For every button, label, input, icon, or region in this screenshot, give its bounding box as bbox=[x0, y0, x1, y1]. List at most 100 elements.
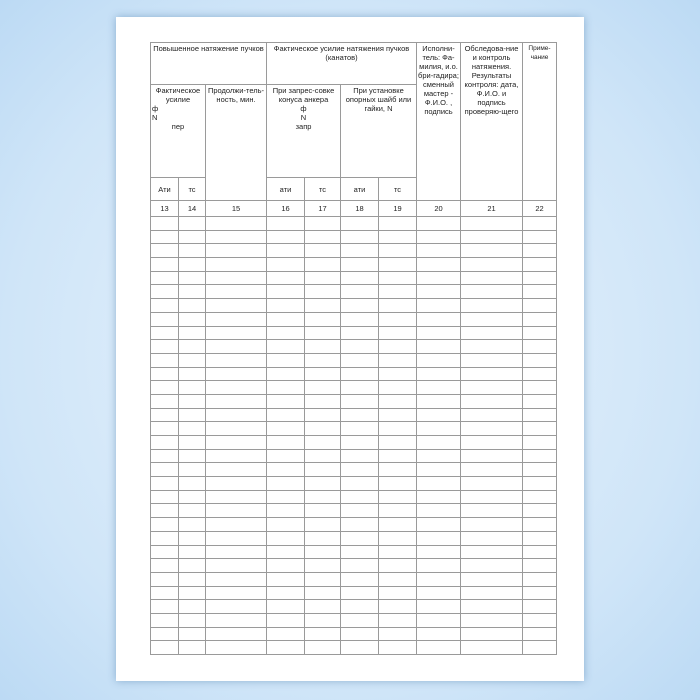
empty-cell bbox=[522, 352, 557, 368]
empty-cell bbox=[340, 270, 379, 286]
empty-cell bbox=[378, 229, 417, 245]
empty-cell bbox=[416, 421, 461, 436]
empty-cell bbox=[522, 476, 557, 491]
empty-cell bbox=[178, 421, 206, 436]
empty-cell bbox=[416, 462, 461, 478]
empty-cell bbox=[522, 421, 557, 436]
empty-cell bbox=[178, 339, 206, 354]
table-row bbox=[150, 476, 557, 491]
empty-cell bbox=[150, 448, 179, 464]
empty-cell bbox=[340, 229, 379, 245]
empty-cell bbox=[416, 435, 461, 450]
empty-cell bbox=[205, 216, 267, 231]
empty-cell bbox=[178, 380, 206, 395]
empty-cell bbox=[378, 311, 417, 327]
table-row bbox=[150, 270, 557, 286]
empty-cell bbox=[205, 298, 267, 313]
empty-cell bbox=[460, 476, 523, 491]
table-row bbox=[150, 216, 557, 231]
empty-cell bbox=[205, 366, 267, 382]
empty-cell bbox=[378, 421, 417, 436]
empty-cell bbox=[266, 352, 305, 368]
empty-cell bbox=[150, 585, 179, 601]
empty-cell bbox=[304, 298, 341, 313]
empty-cell bbox=[416, 298, 461, 313]
empty-cell bbox=[416, 571, 461, 587]
empty-cell bbox=[178, 311, 206, 327]
empty-cell bbox=[340, 435, 379, 450]
empty-cell bbox=[522, 393, 557, 409]
empty-cell bbox=[150, 270, 179, 286]
empty-cell bbox=[340, 284, 379, 300]
empty-cell bbox=[266, 284, 305, 300]
empty-cell bbox=[416, 626, 461, 642]
table-row bbox=[150, 339, 557, 354]
empty-cell bbox=[340, 352, 379, 368]
empty-cell bbox=[522, 407, 557, 423]
empty-cell bbox=[150, 339, 179, 354]
empty-cell bbox=[205, 243, 267, 259]
empty-cell bbox=[266, 298, 305, 313]
empty-cell bbox=[340, 393, 379, 409]
empty-cell bbox=[460, 243, 523, 259]
empty-cell bbox=[266, 366, 305, 382]
empty-cell bbox=[205, 270, 267, 286]
empty-cell bbox=[460, 462, 523, 478]
empty-cell bbox=[304, 544, 341, 560]
empty-cell bbox=[304, 612, 341, 628]
empty-cell bbox=[266, 421, 305, 436]
empty-cell bbox=[205, 530, 267, 546]
empty-cell bbox=[150, 229, 179, 245]
empty-cell bbox=[460, 311, 523, 327]
empty-cell bbox=[378, 407, 417, 423]
empty-cell bbox=[150, 298, 179, 313]
empty-cell bbox=[266, 311, 305, 327]
table-row bbox=[150, 284, 557, 300]
empty-cell bbox=[522, 462, 557, 478]
empty-cell bbox=[304, 571, 341, 587]
empty-cell bbox=[205, 284, 267, 300]
empty-cell bbox=[178, 366, 206, 382]
empty-cell bbox=[205, 517, 267, 532]
empty-cell bbox=[266, 462, 305, 478]
empty-cell bbox=[205, 544, 267, 560]
empty-cell bbox=[416, 366, 461, 382]
empty-cell bbox=[378, 517, 417, 532]
empty-cell bbox=[266, 476, 305, 491]
empty-cell bbox=[460, 298, 523, 313]
empty-cell bbox=[340, 448, 379, 464]
empty-cell bbox=[522, 284, 557, 300]
empty-cell bbox=[178, 229, 206, 245]
empty-cell bbox=[460, 229, 523, 245]
empty-cell bbox=[340, 257, 379, 272]
unit-13: Ати bbox=[150, 177, 179, 201]
empty-cell bbox=[340, 585, 379, 601]
empty-cell bbox=[150, 380, 179, 395]
empty-cell bbox=[378, 243, 417, 259]
empty-cell bbox=[178, 571, 206, 587]
empty-cell bbox=[460, 257, 523, 272]
empty-cell bbox=[266, 571, 305, 587]
table-row bbox=[150, 352, 557, 368]
empty-cell bbox=[460, 544, 523, 560]
empty-cell bbox=[304, 530, 341, 546]
empty-cell bbox=[150, 284, 179, 300]
empty-cell bbox=[304, 489, 341, 505]
empty-cell bbox=[304, 380, 341, 395]
empty-cell bbox=[522, 270, 557, 286]
empty-cell bbox=[205, 339, 267, 354]
column-numbers-row: 13 14 15 16 17 18 19 20 21 22 bbox=[150, 200, 557, 217]
empty-cell bbox=[378, 435, 417, 450]
empty-cell bbox=[340, 216, 379, 231]
empty-cell bbox=[340, 298, 379, 313]
empty-cell bbox=[522, 298, 557, 313]
empty-cell bbox=[150, 311, 179, 327]
empty-cell bbox=[205, 448, 267, 464]
empty-cell bbox=[150, 544, 179, 560]
empty-cell bbox=[416, 448, 461, 464]
empty-cell bbox=[522, 503, 557, 519]
empty-cell bbox=[304, 325, 341, 341]
empty-cell bbox=[205, 257, 267, 272]
empty-cell bbox=[304, 339, 341, 354]
empty-cell bbox=[416, 503, 461, 519]
